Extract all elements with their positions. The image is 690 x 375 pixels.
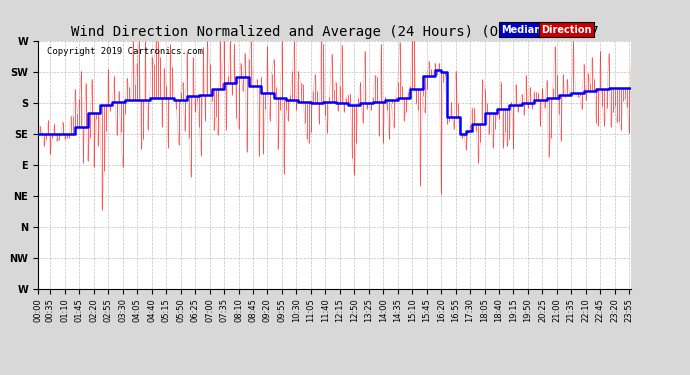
Title: Wind Direction Normalized and Average (24 Hours) (Old) 20191117: Wind Direction Normalized and Average (2… [71,25,598,39]
Text: Direction: Direction [541,25,591,34]
Text: Median: Median [501,25,541,34]
Text: Copyright 2019 Cartronics.com: Copyright 2019 Cartronics.com [47,47,203,56]
